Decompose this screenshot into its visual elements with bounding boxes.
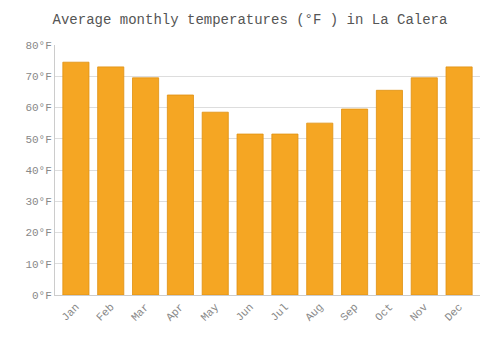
svg-text:10°F: 10°F	[25, 259, 51, 271]
svg-text:0°F: 0°F	[32, 290, 52, 302]
svg-text:Sep: Sep	[338, 301, 360, 323]
svg-text:Feb: Feb	[94, 301, 116, 323]
svg-text:50°F: 50°F	[25, 134, 51, 146]
svg-text:60°F: 60°F	[25, 102, 51, 114]
svg-text:Mar: Mar	[129, 301, 151, 323]
svg-text:Jun: Jun	[234, 301, 256, 323]
svg-text:80°F: 80°F	[25, 40, 51, 52]
svg-text:Nov: Nov	[408, 301, 431, 324]
svg-text:70°F: 70°F	[25, 71, 51, 83]
svg-text:Average monthly temperatures (: Average monthly temperatures (°F ) in La…	[53, 12, 448, 28]
svg-text:May: May	[199, 301, 222, 324]
svg-text:40°F: 40°F	[25, 165, 51, 177]
svg-text:Oct: Oct	[373, 301, 395, 323]
svg-text:20°F: 20°F	[25, 227, 51, 239]
svg-text:Dec: Dec	[443, 301, 465, 323]
svg-text:Jan: Jan	[59, 301, 81, 323]
svg-text:30°F: 30°F	[25, 196, 51, 208]
svg-text:Aug: Aug	[303, 301, 325, 323]
svg-text:Jul: Jul	[268, 301, 290, 323]
svg-text:Apr: Apr	[164, 301, 186, 323]
